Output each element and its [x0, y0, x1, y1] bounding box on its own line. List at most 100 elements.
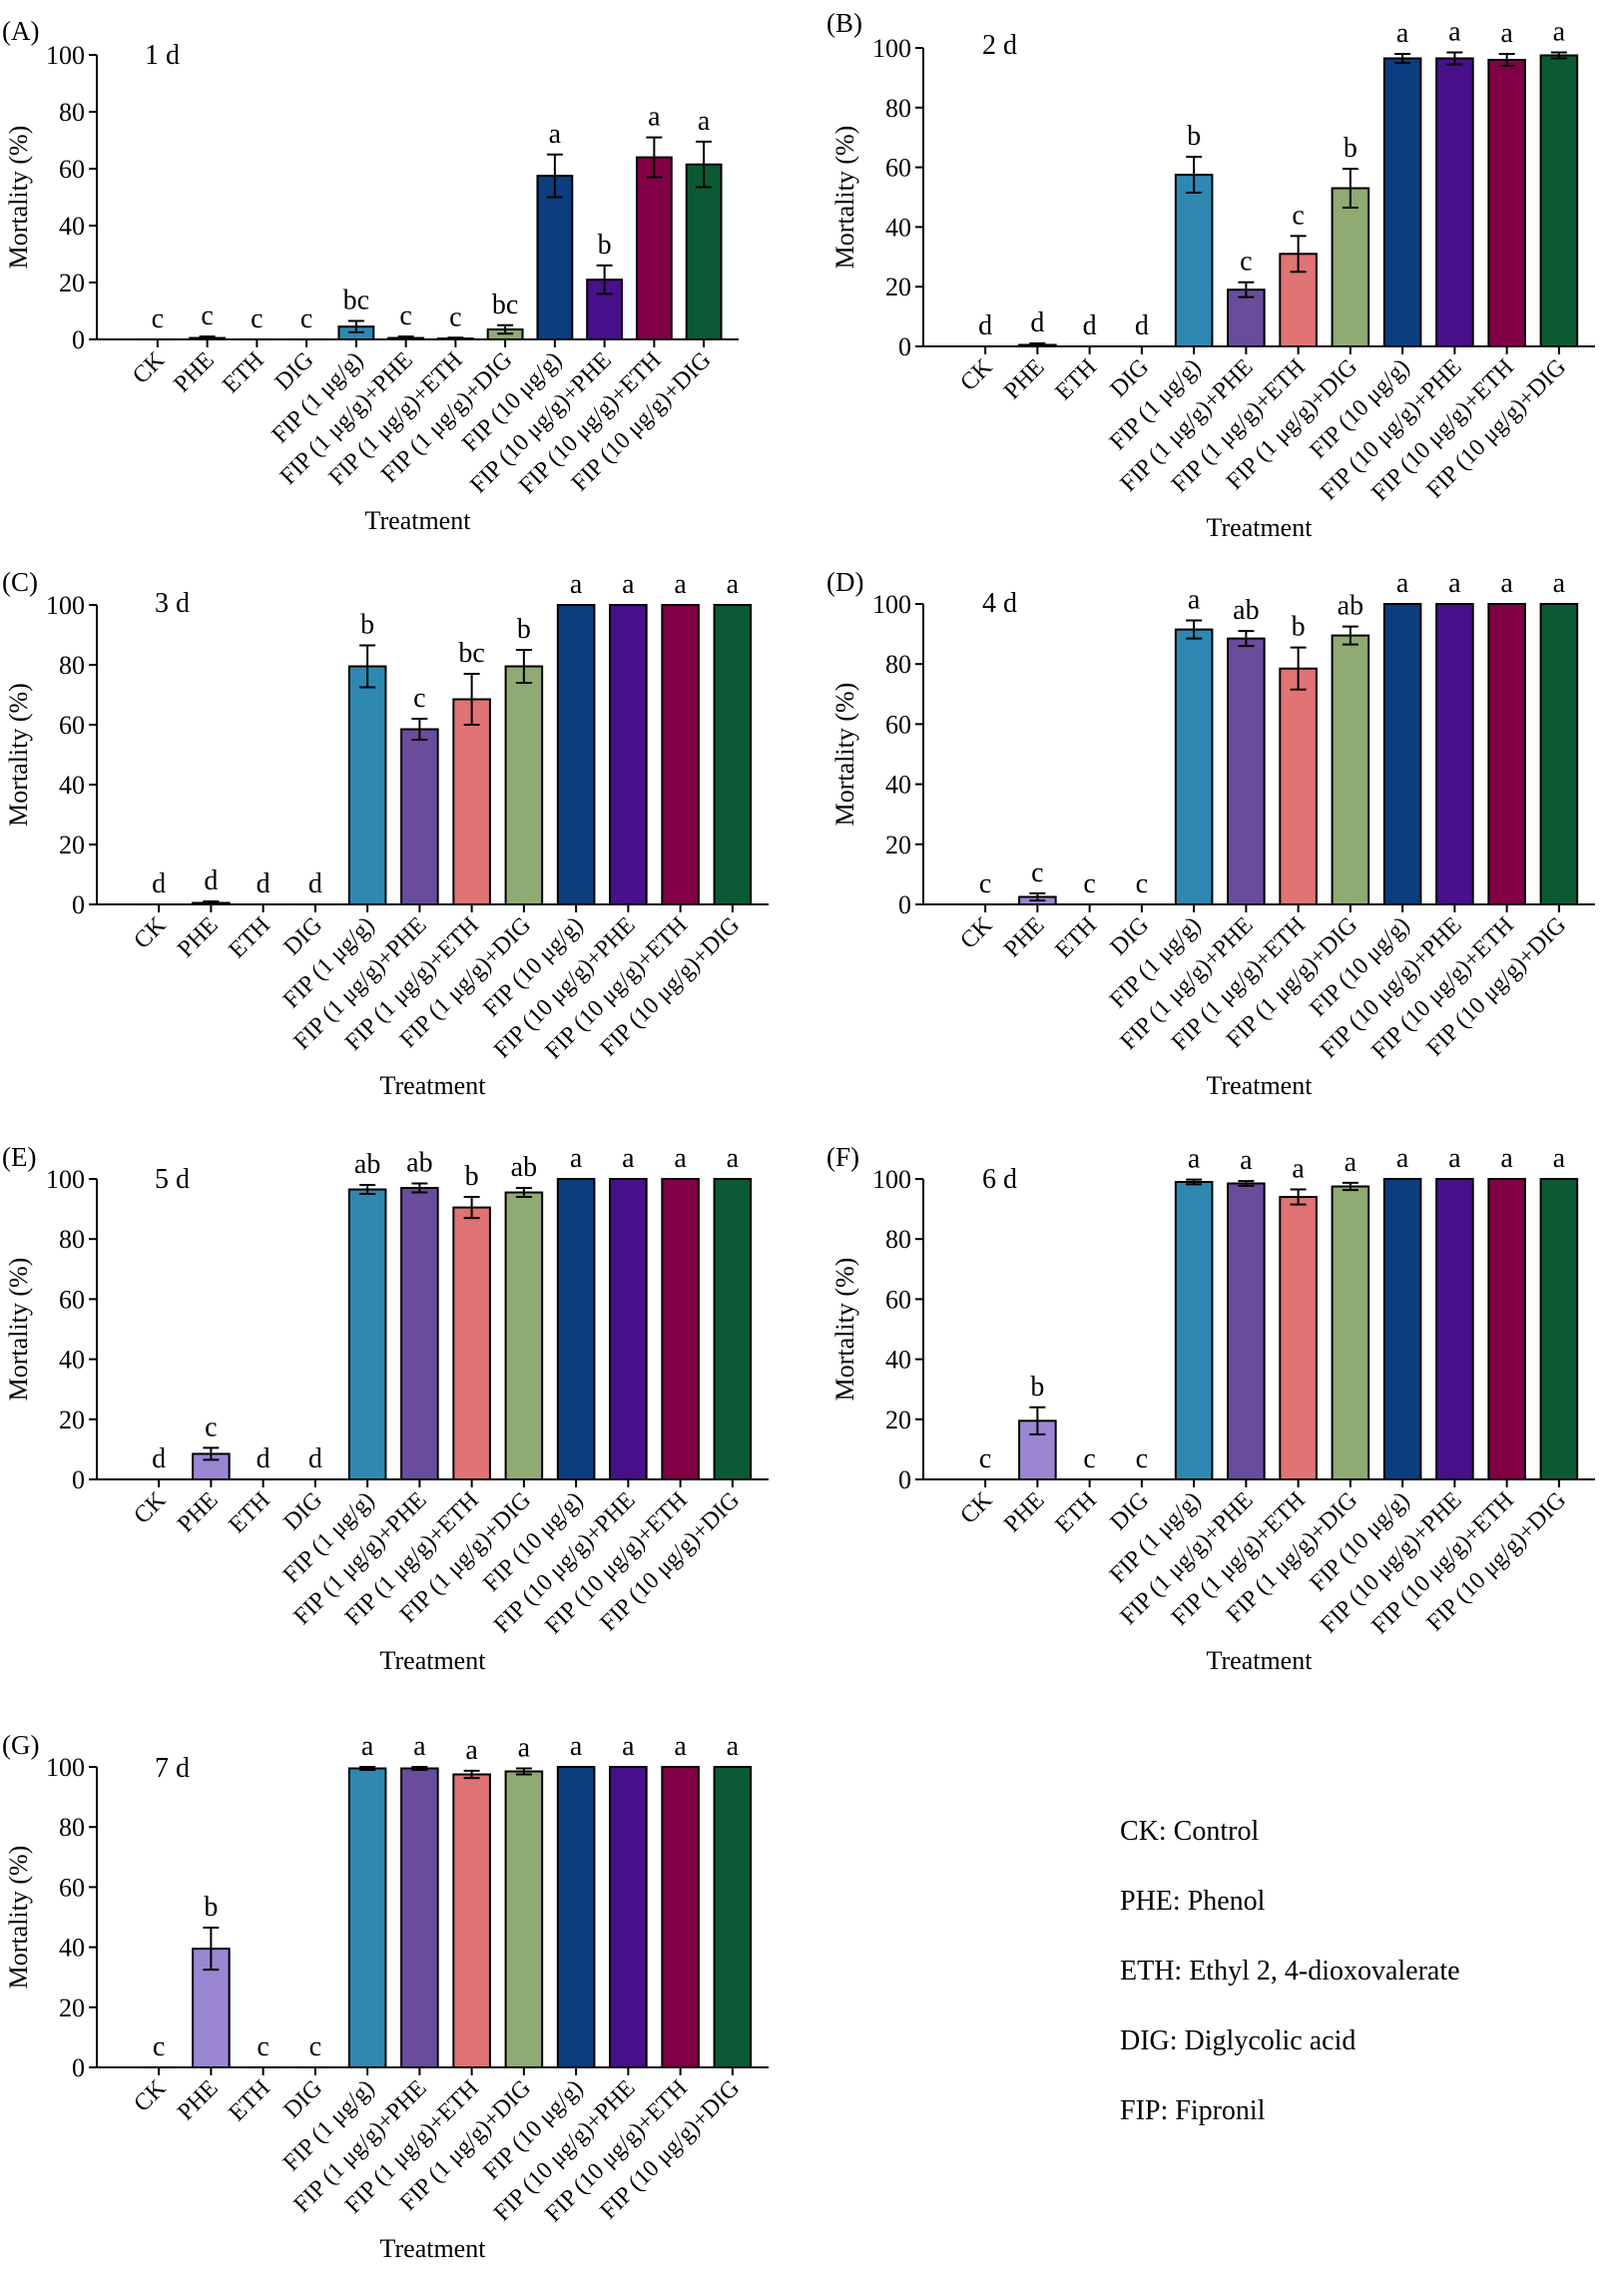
- significance-letter: a: [361, 1731, 374, 1762]
- y-tick-label: 0: [898, 890, 911, 919]
- significance-letter: b: [517, 614, 531, 645]
- significance-letter: c: [1292, 200, 1304, 231]
- x-tick-label: ETH: [224, 912, 274, 963]
- bar-2: [1018, 1420, 1057, 1481]
- significance-letter: b: [1030, 1372, 1044, 1403]
- significance-letter: a: [1188, 1144, 1201, 1175]
- bar-11: [1487, 58, 1526, 348]
- significance-letter: d: [308, 868, 322, 899]
- bar-5: [1174, 174, 1214, 347]
- x-tick-label: CK: [955, 911, 997, 953]
- legend-item-ck: CK: Control: [1120, 1816, 1260, 1847]
- bar-7: [1279, 1196, 1318, 1481]
- bar-10: [609, 1178, 648, 1480]
- significance-letter: ab: [511, 1152, 537, 1183]
- significance-letter: a: [1448, 16, 1461, 47]
- significance-letter: ab: [406, 1148, 432, 1179]
- significance-letter: c: [399, 300, 411, 331]
- significance-letter: a: [1292, 1154, 1305, 1185]
- bar-8: [1331, 1185, 1370, 1481]
- significance-letter: d: [978, 310, 992, 341]
- y-tick-label: 0: [72, 2053, 85, 2082]
- bar-12: [1539, 54, 1579, 347]
- significance-letter: a: [1345, 1147, 1357, 1178]
- significance-letter: a: [570, 1143, 583, 1174]
- y-tick-label: 100: [872, 1165, 911, 1194]
- y-tick-label: 60: [59, 1285, 85, 1314]
- bar-12: [713, 604, 753, 905]
- significance-letter: ab: [1338, 591, 1363, 622]
- significance-letter: d: [152, 868, 166, 899]
- x-tick-label: PHE: [173, 912, 223, 962]
- x-axis-label: Treatment: [365, 506, 472, 535]
- y-tick-label: 60: [885, 1285, 911, 1314]
- bar-7: [452, 1206, 491, 1480]
- bar-8: [504, 1770, 544, 2068]
- y-tick-label: 60: [885, 154, 911, 183]
- significance-letter: a: [1188, 585, 1201, 616]
- significance-letter: c: [152, 303, 164, 334]
- y-tick-label: 20: [59, 1406, 85, 1434]
- bar-11: [661, 604, 700, 905]
- x-tick-label: ETH: [1050, 1487, 1101, 1538]
- bar-8: [1331, 634, 1370, 905]
- y-tick-label: 40: [885, 771, 911, 800]
- significance-letter: c: [449, 301, 461, 332]
- significance-letter: d: [257, 1443, 271, 1474]
- significance-letter: c: [1240, 247, 1252, 278]
- y-tick-label: 80: [885, 94, 911, 123]
- panel-label: (A): [2, 16, 39, 46]
- panel-title: 1 d: [145, 40, 180, 71]
- significance-letter: b: [598, 230, 612, 261]
- bar-6: [1227, 1182, 1266, 1480]
- y-tick-label: 60: [885, 710, 911, 739]
- x-axis-label: Treatment: [1207, 1646, 1314, 1675]
- significance-letter: d: [308, 1443, 322, 1474]
- significance-letter: c: [979, 868, 991, 899]
- y-tick-label: 60: [59, 711, 85, 740]
- y-tick-label: 40: [59, 1346, 85, 1375]
- significance-letter: a: [549, 119, 562, 150]
- significance-letter: a: [727, 1143, 740, 1174]
- bar-11: [635, 156, 673, 340]
- significance-letter: a: [622, 1731, 635, 1762]
- bar-6: [400, 1187, 439, 1481]
- y-tick-label: 80: [59, 98, 85, 127]
- y-tick-label: 60: [59, 1873, 85, 1902]
- significance-letter: a: [1448, 568, 1461, 599]
- x-tick-label: PHE: [999, 354, 1049, 404]
- y-tick-label: 0: [898, 1465, 911, 1494]
- significance-letter: b: [1187, 121, 1201, 152]
- y-tick-label: 0: [898, 332, 911, 361]
- significance-letter: c: [251, 303, 263, 334]
- panel-title: 6 d: [982, 1164, 1017, 1195]
- bar-11: [1487, 603, 1526, 905]
- x-tick-label: CK: [129, 1486, 171, 1528]
- significance-letter: c: [1083, 1443, 1095, 1474]
- significance-letter: bc: [492, 289, 518, 320]
- x-tick-label: CK: [955, 1486, 997, 1528]
- significance-letter: a: [1396, 568, 1409, 599]
- significance-letter: a: [727, 569, 740, 600]
- significance-letter: c: [300, 303, 312, 334]
- significance-letter: c: [413, 683, 425, 714]
- y-axis-label: Mortality (%): [830, 126, 859, 270]
- significance-letter: a: [622, 1143, 635, 1174]
- significance-letter: a: [674, 569, 687, 600]
- x-axis-label: Treatment: [1207, 513, 1314, 542]
- panel-title: 5 d: [155, 1164, 190, 1195]
- panel-label: (E): [2, 1142, 36, 1172]
- x-tick-label: ETH: [224, 1487, 274, 1538]
- y-tick-label: 20: [59, 269, 85, 297]
- y-tick-label: 100: [872, 590, 911, 619]
- bar-10: [1435, 57, 1474, 348]
- x-tick-label: CK: [955, 353, 997, 395]
- x-tick-label: PHE: [169, 347, 219, 397]
- significance-letter: a: [674, 1143, 687, 1174]
- x-tick-label: ETH: [1050, 912, 1101, 963]
- bar-5: [1174, 1181, 1214, 1480]
- panel-title: 7 d: [155, 1753, 190, 1784]
